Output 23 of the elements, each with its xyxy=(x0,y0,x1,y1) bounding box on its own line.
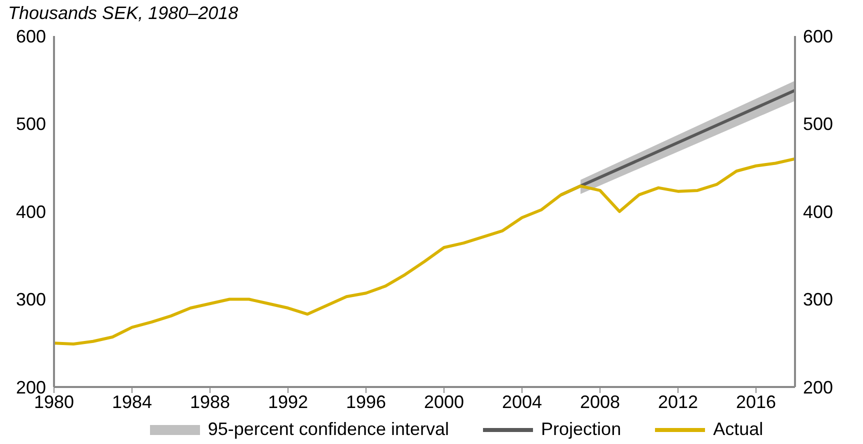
text: 95-percent confidence interval xyxy=(208,419,450,440)
y-tick-label: 300 xyxy=(16,290,46,310)
x-tick-label: 1992 xyxy=(268,392,308,412)
x-tick-label: 2000 xyxy=(424,392,464,412)
x-tick-label: 1984 xyxy=(112,392,152,412)
y2-tick-label: 600 xyxy=(803,26,834,46)
y2-tick-label: 500 xyxy=(803,114,834,134)
x-tick-label: 2012 xyxy=(658,392,698,412)
x-tick-label: 1996 xyxy=(346,392,386,412)
y2-tick-label: 200 xyxy=(803,377,834,398)
x-tick-label: 2004 xyxy=(502,392,542,412)
legend-label: Actual xyxy=(713,419,764,440)
y-tick-label: 500 xyxy=(16,114,46,134)
y2-tick-label: 400 xyxy=(803,202,834,222)
y-tick-label: 600 xyxy=(16,26,46,46)
y-tick-label: 400 xyxy=(16,202,46,222)
x-tick-label: 2008 xyxy=(580,392,620,412)
legend-label: Projection xyxy=(541,419,622,440)
chart-title: Thousands SEK, 1980–2018 xyxy=(8,2,240,24)
y2-tick-label: 300 xyxy=(803,290,834,310)
line-series xyxy=(54,157,795,346)
x-tick-label: 2016 xyxy=(736,392,776,412)
x-tick-label: 1988 xyxy=(190,392,230,412)
